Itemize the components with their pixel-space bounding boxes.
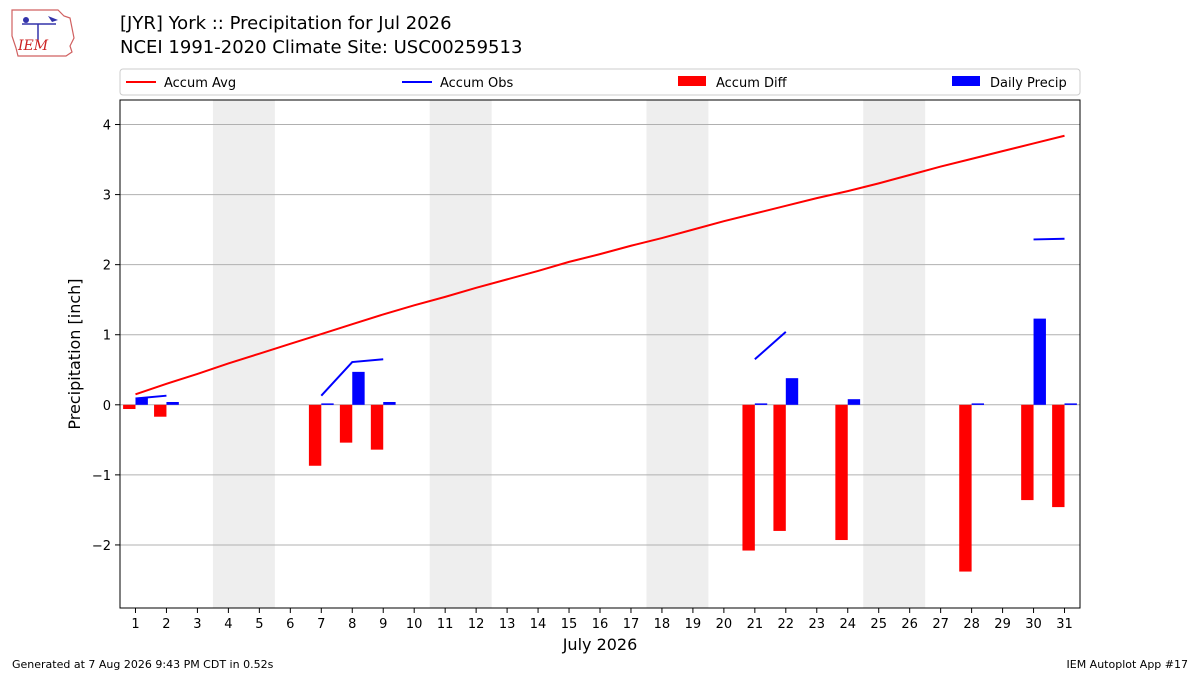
x-tick-label: 15 [561, 617, 578, 632]
x-tick-label: 9 [379, 617, 387, 632]
accum-diff-bar [1052, 404, 1065, 508]
x-tick-label: 28 [963, 617, 980, 632]
daily-precip-bar [847, 399, 861, 405]
weekend-shade [212, 100, 275, 608]
daily-precip-bar [166, 401, 179, 405]
x-tick-label: 26 [901, 617, 918, 632]
weekend-shade [646, 100, 709, 608]
x-tick-label: 6 [286, 617, 294, 632]
x-tick-label: 5 [255, 617, 263, 632]
y-tick-label: 0 [103, 399, 111, 414]
accum-diff-bar [742, 404, 755, 551]
legend-swatch-bar [678, 76, 706, 86]
accum-diff-bar [1021, 404, 1034, 501]
y-tick-label: 2 [103, 259, 111, 274]
weekend-shade [863, 100, 926, 608]
x-tick-label: 18 [654, 617, 671, 632]
y-tick-label: 1 [103, 329, 111, 344]
x-tick-label: 11 [437, 617, 454, 632]
y-tick-label: −1 [92, 469, 111, 484]
x-tick-label: 4 [224, 617, 232, 632]
daily-precip-bar [321, 403, 334, 405]
x-tick-label: 13 [499, 617, 516, 632]
x-tick-label: 23 [809, 617, 826, 632]
x-tick-label: 30 [1025, 617, 1042, 632]
accum-diff-bar [959, 404, 972, 572]
legend-box [119, 68, 1081, 96]
chart-subtitle: NCEI 1991-2020 Climate Site: USC00259513 [120, 37, 523, 58]
accum-obs-line [754, 331, 787, 361]
accum-diff-bar [154, 404, 167, 417]
weekend-shade [429, 100, 492, 608]
x-tick-label: 25 [870, 617, 887, 632]
x-tick-label: 16 [592, 617, 609, 632]
x-tick-label: 3 [193, 617, 201, 632]
accum-diff-bar [308, 404, 322, 466]
legend-label: Daily Precip [990, 76, 1067, 91]
x-tick-label: 12 [468, 617, 485, 632]
x-tick-label: 8 [348, 617, 356, 632]
accum-obs-line [320, 358, 384, 397]
x-tick-label: 7 [317, 617, 325, 632]
accum-diff-bar [370, 404, 384, 450]
legend-swatch-bar [952, 76, 980, 86]
plot-frame [119, 99, 1081, 609]
x-tick-label: 27 [932, 617, 949, 632]
legend-label: Accum Obs [440, 76, 513, 91]
y-tick-label: 4 [103, 119, 111, 134]
daily-precip-bar [1033, 318, 1046, 405]
accum-diff-bar [123, 404, 136, 410]
x-tick-label: 22 [778, 617, 795, 632]
daily-precip-bar [135, 397, 148, 405]
y-axis-label: Precipitation [inch] [65, 278, 84, 429]
x-axis-label: July 2026 [562, 635, 638, 654]
x-tick-label: 17 [623, 617, 640, 632]
x-tick-label: 31 [1056, 617, 1073, 632]
x-tick-label: 19 [685, 617, 702, 632]
daily-precip-bar [352, 371, 365, 405]
y-tick-label: −2 [92, 539, 111, 554]
accum-obs-line [1033, 237, 1065, 241]
svg-text:IEM: IEM [17, 38, 49, 54]
daily-precip-bar [971, 403, 984, 405]
daily-precip-bar [754, 403, 768, 405]
legend-label: Accum Diff [716, 76, 788, 91]
chart-title: [JYR] York :: Precipitation for Jul 2026 [120, 13, 452, 34]
footer-app: IEM Autoplot App #17 [1066, 658, 1189, 671]
accum-avg-line [135, 134, 1065, 396]
daily-precip-bar [785, 378, 799, 405]
x-tick-label: 2 [162, 617, 170, 632]
x-tick-label: 10 [406, 617, 423, 632]
x-tick-label: 24 [839, 617, 856, 632]
daily-precip-bar [1064, 403, 1077, 405]
daily-precip-bar [383, 401, 396, 405]
x-tick-label: 21 [747, 617, 764, 632]
x-tick-label: 1 [131, 617, 139, 632]
footer-generated: Generated at 7 Aug 2026 9:43 PM CDT in 0… [12, 658, 274, 671]
x-tick-label: 20 [716, 617, 733, 632]
x-tick-label: 29 [994, 617, 1011, 632]
y-tick-label: 3 [103, 189, 111, 204]
accum-diff-bar [835, 404, 848, 541]
accum-diff-bar [773, 404, 786, 531]
accum-obs-line [135, 394, 167, 400]
legend-label: Accum Avg [164, 76, 236, 91]
accum-diff-bar [339, 404, 353, 443]
x-tick-label: 14 [530, 617, 547, 632]
iem-logo: IEM [11, 9, 75, 57]
